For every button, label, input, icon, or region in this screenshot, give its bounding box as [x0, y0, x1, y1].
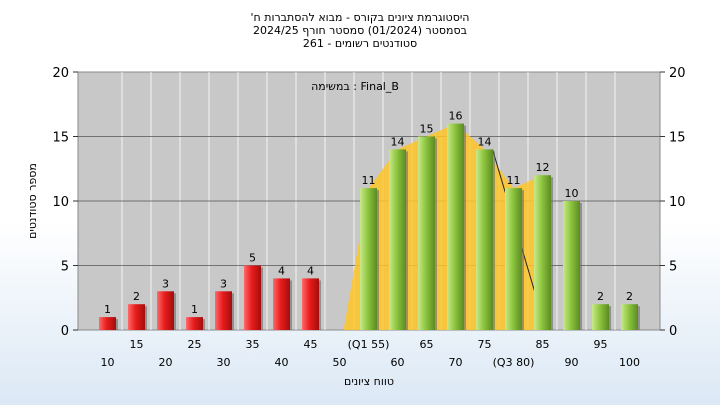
bar-40 [273, 278, 290, 330]
bar-55 [360, 188, 377, 330]
bar-shadow [435, 138, 437, 330]
bar-shadow [377, 190, 379, 330]
x-tick-label: (Q1 55) [348, 338, 390, 351]
bar-shadow [522, 190, 524, 330]
y-tick-label: 0 [669, 324, 677, 339]
value-label: 3 [162, 277, 169, 290]
bar-20 [157, 291, 174, 330]
bar-shadow [319, 280, 321, 330]
bar-shadow [174, 293, 176, 330]
bar-95 [592, 304, 609, 330]
x-tick-label: 100 [619, 356, 640, 369]
bar-100 [621, 304, 638, 330]
y-tick-label: 20 [52, 66, 69, 81]
x-tick-label: 65 [420, 338, 434, 351]
bar-shadow [406, 151, 408, 330]
bar-shadow [116, 319, 118, 330]
bar-shadow [261, 267, 263, 330]
x-tick-label: 60 [391, 356, 405, 369]
y-axis-left-ticks: 0 5 10 15 20 [52, 66, 78, 339]
chart-title: 'היסטוגרמת ציונים בקורס - מבוא להסתברות … [251, 11, 470, 24]
bar-30 [215, 291, 232, 330]
bar-shadow [203, 319, 205, 330]
y-tick-label: 5 [669, 260, 677, 275]
y-axis-title: מספר סטודנטים [26, 163, 39, 239]
x-tick-label: 30 [217, 356, 231, 369]
y-tick-label: 10 [669, 195, 686, 210]
x-tick-label: (Q3 80) [493, 356, 535, 369]
y-axis-right-ticks: 0 5 10 15 20 [660, 66, 686, 339]
y-tick-label: 5 [61, 260, 69, 275]
bar-shadow [580, 203, 582, 330]
task-label: במשימה : Final_B [311, 80, 399, 93]
x-axis-title: טווח ציונים [344, 375, 394, 388]
value-label: 16 [449, 110, 463, 123]
value-label: 5 [249, 252, 256, 265]
value-label: 11 [507, 174, 521, 187]
bar-shadow [609, 306, 611, 330]
bar-90 [563, 201, 580, 330]
chart-subtitle: בסמסטר (01/2024) סמסטר חורף 2024/25 [253, 24, 467, 37]
value-label: 3 [220, 277, 227, 290]
value-label: 4 [307, 264, 314, 277]
bar-shadow [290, 280, 292, 330]
bar-35 [244, 265, 261, 330]
x-tick-label: 20 [159, 356, 173, 369]
x-tick-label: 40 [275, 356, 289, 369]
value-label: 15 [420, 123, 434, 136]
bar-75 [476, 149, 493, 330]
x-tick-label: 45 [304, 338, 318, 351]
bar-45 [302, 278, 319, 330]
y-tick-label: 15 [669, 131, 686, 146]
y-tick-label: 15 [52, 131, 69, 146]
bar-15 [128, 304, 145, 330]
y-tick-label: 10 [52, 195, 69, 210]
bar-shadow [638, 306, 640, 330]
bar-shadow [464, 125, 466, 330]
value-label: 4 [278, 264, 285, 277]
x-tick-label: 75 [478, 338, 492, 351]
x-tick-label: 85 [536, 338, 550, 351]
bar-shadow [145, 306, 147, 330]
bar-shadow [551, 177, 553, 330]
value-label: 2 [626, 290, 633, 303]
bar-70 [447, 123, 464, 330]
x-tick-label: 90 [565, 356, 579, 369]
y-tick-label: 0 [61, 324, 69, 339]
bar-65 [418, 136, 435, 330]
value-label: 11 [362, 174, 376, 187]
bar-60 [389, 149, 406, 330]
x-axis-ticks: 10 15 20 25 30 35 40 45 50(Q1 55)60 65 70 75(Q3 80)… [101, 338, 641, 369]
x-tick-label: 15 [130, 338, 144, 351]
y-tick-label: 20 [669, 66, 686, 81]
bars [99, 123, 640, 330]
x-tick-label: 50 [333, 356, 347, 369]
value-label: 12 [536, 161, 550, 174]
x-tick-label: 95 [594, 338, 608, 351]
value-label: 2 [133, 290, 140, 303]
bar-10 [99, 317, 116, 330]
value-label: 10 [565, 187, 579, 200]
chart-subtitle-enrolled: סטודנטים רשומים - 261 [303, 37, 417, 50]
x-tick-label: 35 [246, 338, 260, 351]
value-label: 14 [478, 135, 492, 148]
x-tick-label: 70 [449, 356, 463, 369]
x-tick-label: 10 [101, 356, 115, 369]
value-label: 14 [391, 135, 405, 148]
value-label: 2 [597, 290, 604, 303]
bar-shadow [232, 293, 234, 330]
value-label: 1 [191, 303, 198, 316]
bar-25 [186, 317, 203, 330]
x-tick-label: 25 [188, 338, 202, 351]
value-label: 1 [104, 303, 111, 316]
bar-shadow [493, 151, 495, 330]
bar-80 [505, 188, 522, 330]
bar-85 [534, 175, 551, 330]
